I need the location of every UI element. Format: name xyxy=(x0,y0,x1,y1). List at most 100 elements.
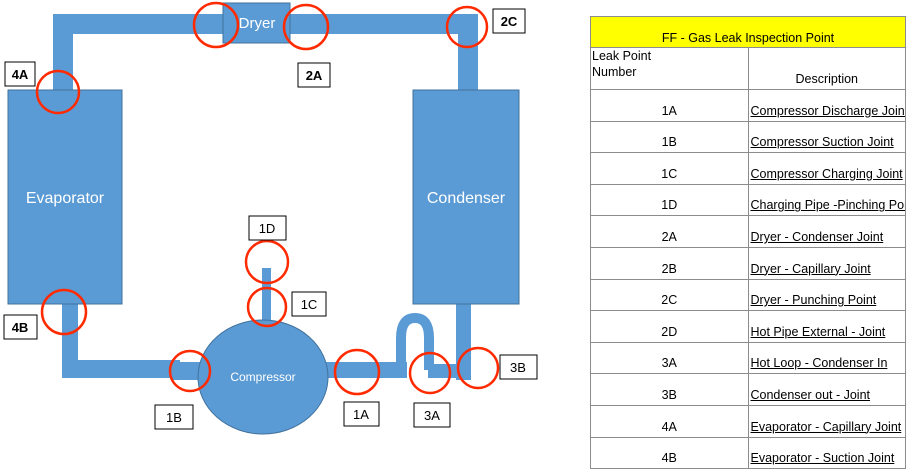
callout-3b: 3B xyxy=(499,354,538,380)
leak-description: Charging Pipe -Pinching Point xyxy=(747,183,906,217)
leak-ring-1d xyxy=(244,239,290,285)
leak-ring-2a xyxy=(282,3,330,51)
condenser xyxy=(412,89,520,305)
header-number-line2: Number xyxy=(592,65,637,79)
table-title-row: FF - Gas Leak Inspection Point xyxy=(590,16,906,48)
callout-2c-text: 2C xyxy=(501,14,518,29)
leak-ring-2c xyxy=(445,5,489,49)
callout-4a: 4A xyxy=(4,61,36,87)
table-row: 2B Dryer - Capillary Joint xyxy=(590,246,906,280)
table-row: 2C Dryer - Punching Point xyxy=(590,278,906,312)
pipe-left-vertical-bottom xyxy=(62,300,78,370)
pipe-left-vertical-top xyxy=(53,14,73,94)
table-title: FF - Gas Leak Inspection Point xyxy=(590,16,906,48)
header-description: Description xyxy=(747,47,906,90)
leak-ring-1b xyxy=(168,349,212,393)
leak-number: 3A xyxy=(590,341,749,375)
callout-3b-box xyxy=(499,354,538,380)
leak-ring-3b xyxy=(456,346,500,390)
dryer-label: Dryer xyxy=(239,15,276,32)
pipe-top-right xyxy=(290,14,478,34)
table-row: 4B Evaporator - Suction Joint xyxy=(590,436,906,469)
leak-rings xyxy=(35,1,500,396)
pipe-bottom-left xyxy=(62,360,180,378)
callout-4a-text: 4A xyxy=(12,67,29,82)
leak-description: Compressor Charging Joint xyxy=(747,152,906,185)
pipe-discharge xyxy=(325,362,407,378)
callout-3a-text: 3A xyxy=(424,408,440,423)
leak-number: 1D xyxy=(590,183,749,217)
callout-2a-box xyxy=(297,62,331,88)
callout-1a-box xyxy=(343,401,380,427)
header-leak-point-number: Leak Point Number xyxy=(590,47,749,90)
header-number-line1: Leak Point xyxy=(592,49,652,63)
callout-2a: 2A xyxy=(297,62,331,88)
table-row: 1A Compressor Discharge Joint xyxy=(590,89,906,122)
leak-number: 4A xyxy=(590,404,749,438)
condenser-label: Condenser xyxy=(427,190,506,207)
pipe-suction-stub xyxy=(172,362,202,380)
table-row: 2A Dryer - Condenser Joint xyxy=(590,215,906,248)
callout-2a-text: 2A xyxy=(306,68,323,83)
compressor xyxy=(197,319,329,435)
callout-4b-box xyxy=(3,314,38,340)
pipe-charging-stem xyxy=(262,268,271,320)
leak-description: Hot Loop - Condenser In xyxy=(747,341,906,375)
callout-1d: 1D xyxy=(248,215,287,241)
leak-number: 2A xyxy=(590,215,749,248)
refrigeration-circuit-diagram: Evaporator Condenser Dryer Compressor 2C… xyxy=(3,1,538,435)
evaporator xyxy=(7,89,123,305)
leak-description: Compressor Discharge Joint xyxy=(747,89,906,122)
table-row: 3A Hot Loop - Condenser In xyxy=(590,341,906,375)
compressor-label: Compressor xyxy=(230,370,295,384)
leak-description: Dryer - Condenser Joint xyxy=(747,215,906,248)
callout-1b: 1B xyxy=(154,404,194,430)
leak-number: 2D xyxy=(590,310,749,343)
callout-1c-box xyxy=(291,291,327,317)
leak-ring-1c xyxy=(246,286,288,328)
callout-1b-text: 1B xyxy=(166,410,182,425)
callout-2c-box xyxy=(492,8,526,34)
leak-description: Compressor Suction Joint xyxy=(747,120,906,154)
leak-number: 3B xyxy=(590,373,749,406)
pipe-network xyxy=(53,14,478,380)
evaporator-label: Evaporator xyxy=(26,190,105,207)
leak-description: Evaporator - Capillary Joint xyxy=(747,404,906,438)
leak-number: 2C xyxy=(590,278,749,312)
callout-1a: 1A xyxy=(343,401,380,427)
callout-2c: 2C xyxy=(492,8,526,34)
leak-description: Evaporator - Suction Joint xyxy=(747,436,906,469)
leak-ring-2b xyxy=(192,1,240,49)
pipe-top-left xyxy=(53,14,223,34)
leak-description: Hot Pipe External - Joint xyxy=(747,310,906,343)
leak-ring-1a xyxy=(333,348,381,396)
table-row: 1C Compressor Charging Joint xyxy=(590,152,906,185)
callout-1c: 1C xyxy=(291,291,327,317)
leak-inspection-table: FF - Gas Leak Inspection Point Leak Poin… xyxy=(590,16,906,469)
leak-ring-4a xyxy=(35,69,81,115)
callout-3a: 3A xyxy=(413,402,451,428)
callout-1a-text: 1A xyxy=(353,407,369,422)
callout-1b-box xyxy=(154,404,194,430)
table-row: 1D Charging Pipe -Pinching Point xyxy=(590,183,906,217)
table-row: 3B Condenser out - Joint xyxy=(590,373,906,406)
table-row: 2D Hot Pipe External - Joint xyxy=(590,310,906,343)
callout-4b-text: 4B xyxy=(12,320,29,335)
leak-ring-3a xyxy=(408,351,452,395)
callout-labels: 2C 4A 2A 4B 1D 1C 3B 1B xyxy=(3,8,538,430)
table-header-row: Leak Point Number Description xyxy=(590,47,906,90)
leak-ring-4b xyxy=(40,288,88,336)
callout-3b-text: 3B xyxy=(510,360,526,375)
pipe-hot-loop xyxy=(396,312,434,370)
callout-1d-box xyxy=(248,215,287,241)
callout-4b: 4B xyxy=(3,314,38,340)
leak-number: 2B xyxy=(590,246,749,280)
leak-description: Dryer - Capillary Joint xyxy=(747,246,906,280)
leak-number: 1C xyxy=(590,152,749,185)
leak-description: Dryer - Punching Point xyxy=(747,278,906,312)
callout-4a-box xyxy=(4,61,36,87)
callout-1d-text: 1D xyxy=(259,221,276,236)
leak-description: Condenser out - Joint xyxy=(747,373,906,406)
callout-1c-text: 1C xyxy=(301,297,318,312)
table-row: 4A Evaporator - Capillary Joint xyxy=(590,404,906,438)
